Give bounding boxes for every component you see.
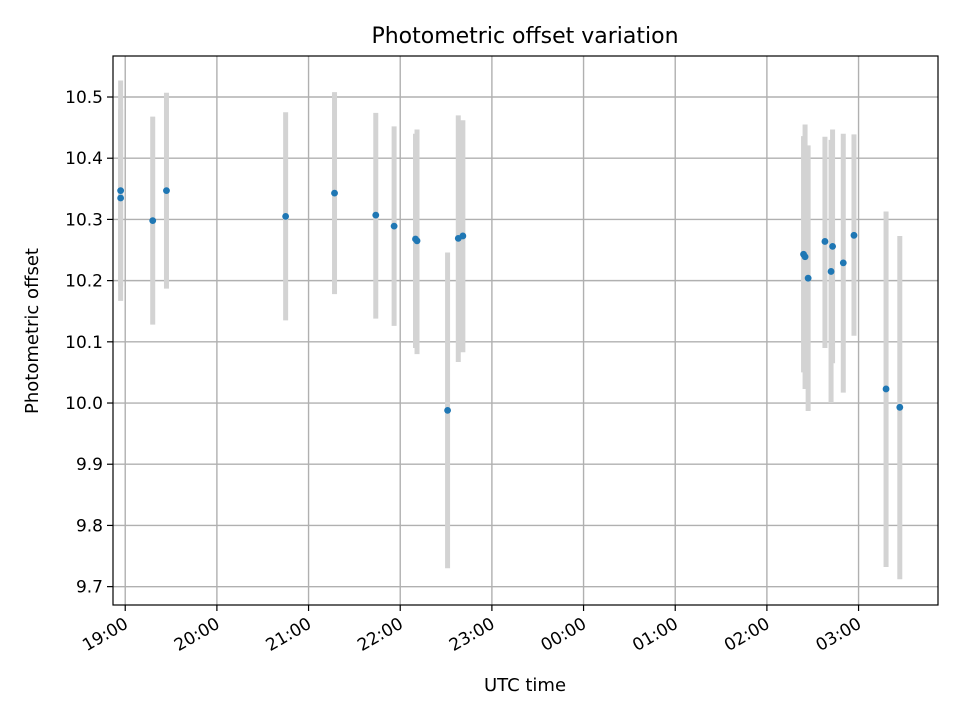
data-point	[839, 259, 847, 267]
y-tick-label: 10.5	[65, 88, 103, 108]
data-point	[829, 242, 836, 250]
data-point	[459, 232, 467, 240]
data-point	[804, 274, 812, 282]
grid	[113, 56, 938, 605]
y-tick-label: 10.2	[65, 272, 103, 292]
data-point	[149, 217, 157, 225]
data-point	[444, 406, 451, 414]
y-tick-label: 9.8	[76, 516, 103, 536]
data-points	[117, 187, 904, 414]
x-axis-label: UTC time	[484, 675, 566, 696]
plot-frame	[112, 55, 939, 606]
data-point	[801, 253, 809, 261]
data-point	[850, 231, 858, 239]
y-tick-label: 10.4	[65, 149, 103, 169]
data-point	[390, 222, 398, 230]
data-point	[282, 212, 290, 220]
y-tick-label: 9.7	[76, 578, 103, 598]
data-point	[413, 237, 421, 245]
data-point	[331, 189, 338, 197]
data-point	[372, 211, 380, 219]
data-point	[827, 268, 835, 275]
y-tick-label: 9.9	[76, 455, 103, 475]
data-point	[896, 403, 904, 411]
y-tick-label: 10.1	[65, 333, 103, 353]
chart-title: Photometric offset variation	[371, 24, 678, 49]
y-tick-label: 10.3	[65, 210, 103, 230]
data-point	[117, 194, 125, 202]
data-point	[821, 238, 829, 245]
data-point	[882, 385, 890, 393]
data-point	[163, 187, 170, 195]
y-axis-label: Photometric offset	[22, 248, 43, 414]
data-point	[117, 187, 125, 195]
y-tick-label: 10.0	[65, 394, 103, 414]
